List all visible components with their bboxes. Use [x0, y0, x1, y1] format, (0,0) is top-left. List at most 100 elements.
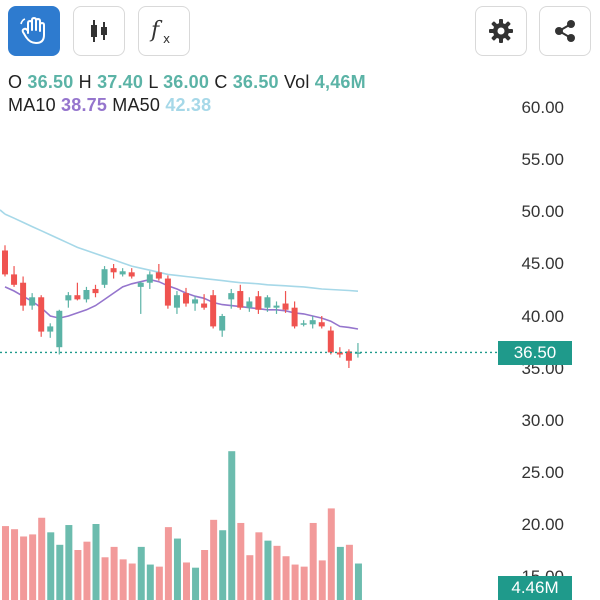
y-tick: 50.00 — [521, 202, 564, 221]
ma10-line — [4, 278, 359, 330]
candle-body — [300, 323, 307, 325]
y-tick: 20.00 — [521, 515, 564, 534]
hand-tool-button[interactable] — [8, 6, 60, 56]
candle-body — [192, 299, 199, 304]
share-icon — [555, 20, 575, 42]
volume-bar — [137, 546, 145, 600]
y-tick: 60.00 — [521, 98, 564, 117]
volume-bar — [56, 544, 64, 600]
candle-body — [183, 293, 189, 304]
volume-bar — [164, 527, 172, 600]
close-label: C — [214, 72, 228, 92]
hand-icon — [20, 17, 45, 44]
volume-bar — [291, 564, 299, 600]
candle-body — [110, 268, 117, 273]
volume-bar — [309, 522, 317, 600]
candle-body — [29, 297, 36, 306]
function-fx-icon: f x — [149, 18, 170, 46]
ma50-value: 42.38 — [165, 95, 212, 115]
candle-body — [237, 291, 244, 308]
volume-bar — [282, 556, 290, 600]
candle-body — [11, 274, 18, 285]
y-tick: 25.00 — [521, 463, 564, 482]
volume-bar — [318, 560, 326, 600]
volume-bar — [110, 546, 118, 600]
volume-bar — [264, 540, 272, 600]
candle-body — [282, 303, 289, 310]
volume-bar — [219, 530, 227, 600]
volume-bar — [92, 524, 100, 600]
ma-info: MA10 38.75 MA50 42.38 — [8, 95, 211, 116]
volume-bar — [201, 550, 209, 600]
candle-body — [137, 282, 144, 287]
volume-bar — [173, 538, 181, 600]
candle-body — [327, 330, 334, 353]
volume-bar — [146, 564, 154, 600]
last-price-tag: 36.50 — [498, 341, 572, 365]
candlestick-icon — [91, 20, 107, 42]
ohlc-info: O 36.50 H 37.40 L 36.00 C 36.50 Vol 4,46… — [8, 72, 366, 93]
y-tick: 30.00 — [521, 411, 564, 430]
low-value: 36.00 — [163, 72, 210, 92]
volume-bar — [83, 541, 91, 600]
volume-bar — [128, 563, 136, 600]
volume-bar — [237, 522, 245, 600]
candle-body — [74, 295, 81, 300]
ma50-line — [4, 213, 359, 292]
candle-body — [201, 303, 208, 308]
candle-body — [264, 297, 271, 308]
candle-body — [255, 296, 262, 310]
ma10-label: MA10 — [8, 95, 56, 115]
candle-body — [164, 278, 171, 306]
volume-bar — [2, 526, 9, 600]
volume-bar — [101, 557, 109, 600]
ma10-value: 38.75 — [61, 95, 108, 115]
volume-bar — [246, 555, 254, 600]
candle-body — [38, 297, 45, 332]
volume-bar — [155, 566, 163, 600]
volume-label: Vol — [283, 72, 310, 92]
high-value: 37.40 — [97, 72, 144, 92]
candle-body — [47, 326, 54, 332]
volume-bar — [300, 566, 308, 600]
volume-bar — [38, 517, 46, 600]
volume-tag: 4.46M — [498, 576, 572, 600]
candle-body — [119, 271, 126, 275]
candle-body — [146, 274, 153, 283]
volume-bar — [327, 508, 335, 600]
candle-body — [20, 282, 27, 306]
chart-type-button[interactable] — [73, 6, 125, 56]
candle-body — [173, 295, 180, 308]
volume-bar — [47, 532, 55, 600]
candle-body — [219, 316, 226, 331]
volume-bar — [273, 545, 281, 600]
candle-body — [246, 301, 253, 308]
volume-bar — [119, 559, 127, 600]
low-label: L — [148, 72, 158, 92]
candle-body — [345, 351, 352, 361]
volume-bar — [255, 532, 263, 600]
y-tick: 40.00 — [521, 307, 564, 326]
candle-body — [318, 322, 325, 327]
candle-body — [309, 320, 316, 325]
settings-button[interactable] — [475, 6, 527, 56]
volume-bar — [210, 519, 218, 600]
share-button[interactable] — [539, 6, 591, 56]
candle-body — [128, 272, 135, 277]
volume-bar — [20, 536, 28, 600]
volume-bar — [183, 562, 190, 600]
candle-body — [291, 307, 298, 327]
candle-body — [83, 290, 90, 300]
open-label: O — [8, 72, 23, 92]
close-value: 36.50 — [232, 72, 279, 92]
volume-bar — [192, 567, 200, 600]
candle-body — [210, 295, 217, 327]
indicators-button[interactable]: f x — [138, 6, 190, 56]
candle-body — [354, 352, 361, 354]
open-value: 36.50 — [27, 72, 74, 92]
volume-value: 4,46M — [314, 72, 366, 92]
candle-body — [65, 295, 72, 301]
candle-body — [2, 250, 8, 275]
volume-bar — [74, 550, 82, 600]
